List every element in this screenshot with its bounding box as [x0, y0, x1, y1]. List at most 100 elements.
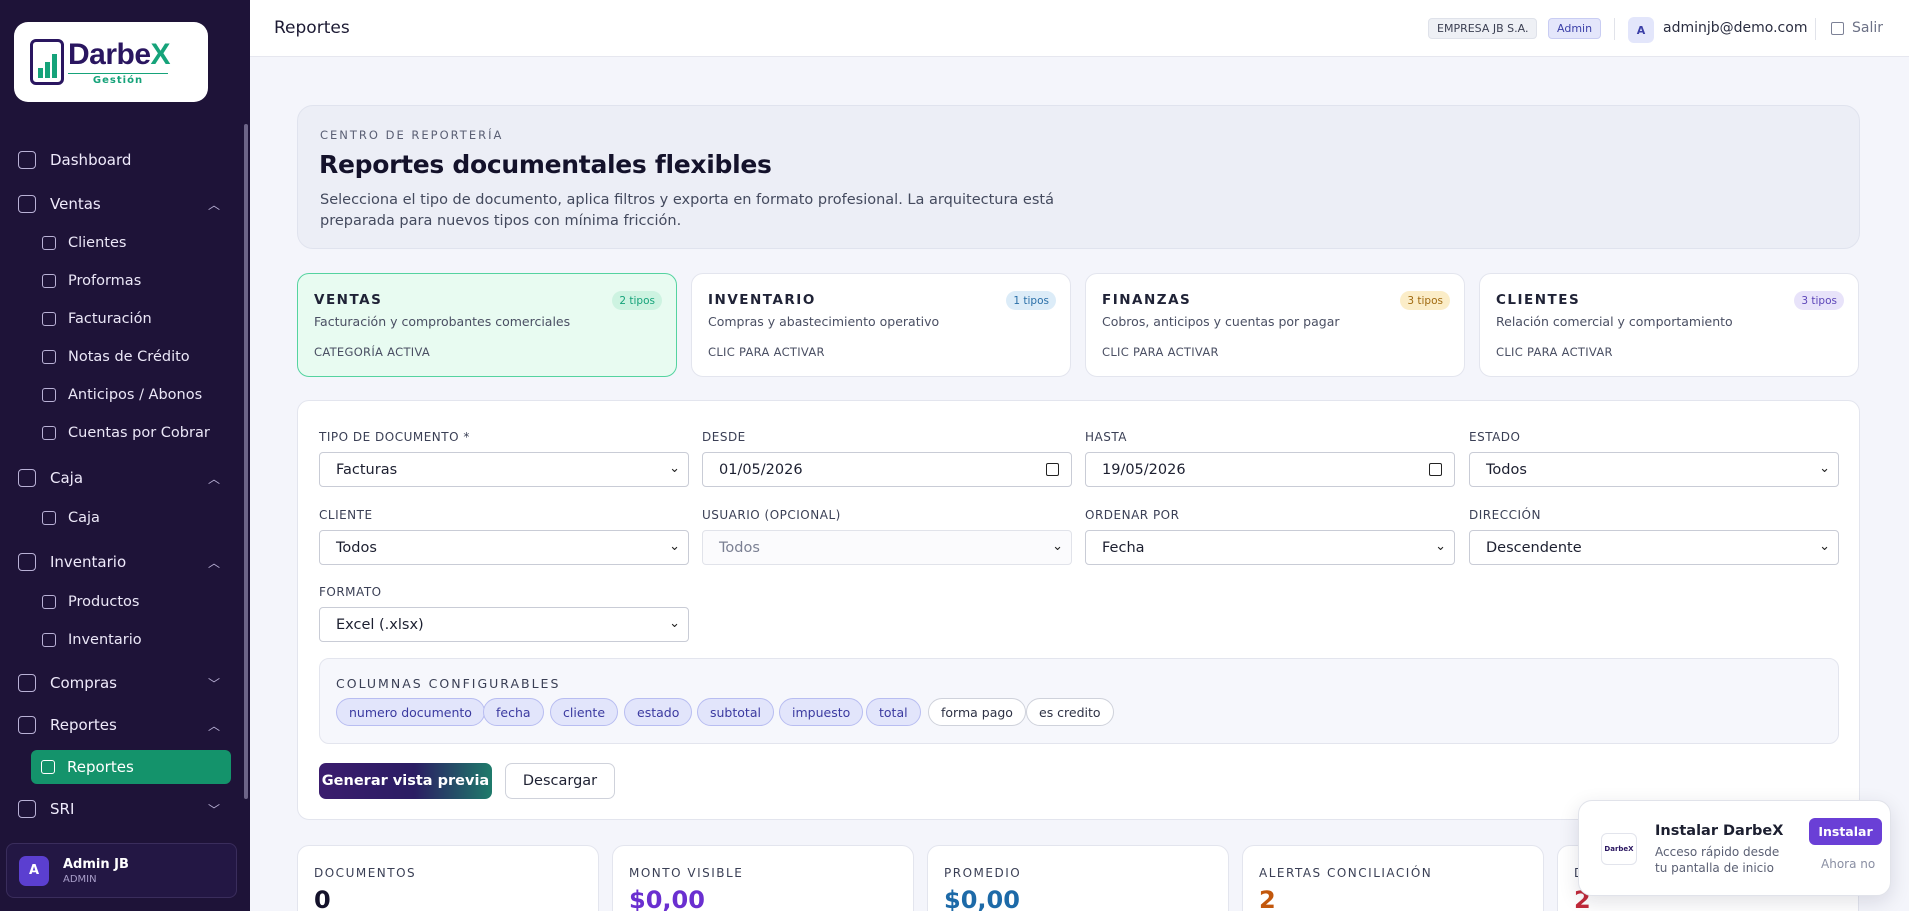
usuario-select[interactable]: Todos ⌄ — [702, 530, 1072, 565]
avatar: A — [19, 855, 49, 886]
install-prompt: DarbeX Instalar DarbeX Acceso rápido des… — [1578, 800, 1891, 896]
invoice-icon — [42, 312, 56, 326]
hasta-date-input[interactable]: 19/05/2026 — [1085, 452, 1455, 487]
chevron-down-icon: ⌄ — [669, 616, 680, 631]
tag-icon — [42, 595, 56, 609]
label-desde: DESDE — [702, 430, 746, 444]
sidebar-group-ventas[interactable]: Ventas ︿ — [18, 192, 220, 216]
label-estado: ESTADO — [1469, 430, 1521, 444]
sidebar: DarbeX Gestión Dashboard Ventas ︿ Cliente… — [0, 0, 250, 911]
sidebar-scrollbar[interactable] — [244, 124, 248, 799]
sidebar-item-productos[interactable]: Productos — [42, 591, 139, 613]
install-description: Acceso rápido desde tu pantalla de inici… — [1655, 845, 1780, 875]
label-direccion: DIRECCIÓN — [1469, 508, 1541, 522]
dollar-circle-icon — [42, 388, 56, 402]
sidebar-item-anticipos[interactable]: Anticipos / Abonos — [42, 384, 202, 406]
users-icon — [42, 236, 56, 250]
sidebar-user-card[interactable]: A Admin JB ADMIN — [6, 843, 237, 898]
category-badge: 3 tipos — [1400, 291, 1450, 310]
column-chip-fecha[interactable]: fecha — [483, 698, 544, 726]
filters-panel: TIPO DE DOCUMENTO * Facturas ⌄ DESDE 01/0… — [297, 400, 1860, 820]
sidebar-group-reportes[interactable]: Reportes ︿ — [18, 713, 220, 737]
formato-select[interactable]: Excel (.xlsx) ⌄ — [319, 607, 689, 642]
stat-card-promedio: PROMEDIO $0,00 — [927, 845, 1229, 911]
sidebar-group-inventario[interactable]: Inventario ︿ — [18, 550, 220, 574]
ordenar-select[interactable]: Fecha ⌄ — [1085, 530, 1455, 565]
columns-title: COLUMNAS CONFIGURABLES — [336, 676, 561, 691]
sidebar-item-dashboard[interactable]: Dashboard — [18, 148, 131, 172]
cart-icon — [18, 674, 36, 692]
brand-logo[interactable]: DarbeX Gestión — [14, 22, 208, 102]
category-card-clientes[interactable]: CLIENTES 3 tipos Relación comercial y co… — [1479, 273, 1859, 377]
dismiss-install-button[interactable]: Ahora no — [1821, 857, 1876, 871]
chevron-down-icon: ⌄ — [1052, 539, 1063, 554]
chevron-down-icon: ⌄ — [669, 461, 680, 476]
column-chip-impuesto[interactable]: impuesto — [779, 698, 864, 726]
category-badge: 2 tipos — [612, 291, 662, 310]
estado-select[interactable]: Todos ⌄ — [1469, 452, 1839, 487]
column-chip-numero-documento[interactable]: numero documento — [336, 698, 485, 726]
column-chip-cliente[interactable]: cliente — [550, 698, 619, 726]
document-icon — [42, 274, 56, 288]
install-title: Instalar DarbeX — [1655, 823, 1784, 839]
chevron-up-icon: ︿ — [208, 197, 221, 212]
preview-button[interactable]: Generar vista previa — [319, 763, 492, 799]
column-chip-es-credito[interactable]: es credito — [1026, 698, 1114, 726]
app-logo-icon: DarbeX — [1601, 833, 1637, 865]
header-divider — [1614, 18, 1615, 40]
desde-date-input[interactable]: 01/05/2026 — [702, 452, 1072, 487]
sidebar-group-sri[interactable]: SRI ﹀ — [18, 797, 220, 821]
sidebar-item-notas-credito[interactable]: Notas de Crédito — [42, 346, 190, 368]
logout-icon — [1831, 21, 1844, 35]
brand-name: DarbeX — [68, 37, 171, 71]
hero-eyebrow: CENTRO DE REPORTERÍA — [320, 128, 504, 142]
category-card-inventario[interactable]: INVENTARIO 1 tipos Compras y abastecimie… — [691, 273, 1071, 377]
stat-card-documentos: DOCUMENTOS 0 — [297, 845, 599, 911]
download-button[interactable]: Descargar — [505, 763, 615, 799]
sidebar-item-caja[interactable]: Caja — [42, 507, 100, 529]
column-chip-subtotal[interactable]: subtotal — [697, 698, 774, 726]
logo-chart-icon — [30, 39, 64, 85]
category-card-ventas[interactable]: VENTAS 2 tipos Facturación y comprobante… — [297, 273, 677, 377]
chevron-down-icon: ⌄ — [1435, 539, 1446, 554]
column-chip-total[interactable]: total — [866, 698, 921, 726]
sidebar-group-caja[interactable]: Caja ︿ — [18, 466, 220, 490]
sidebar-item-inventario[interactable]: Inventario — [42, 629, 142, 651]
sidebar-item-cuentas-cobrar[interactable]: Cuentas por Cobrar — [42, 422, 210, 444]
header-avatar: A — [1628, 17, 1654, 43]
sidebar-item-facturacion[interactable]: Facturación — [42, 308, 152, 330]
label-hasta: HASTA — [1085, 430, 1127, 444]
direccion-select[interactable]: Descendente ⌄ — [1469, 530, 1839, 565]
receipt-icon — [42, 426, 56, 440]
brand-tagline: Gestión — [68, 72, 168, 86]
shopping-bag-icon — [18, 195, 36, 213]
chevron-down-icon: ﹀ — [208, 802, 221, 817]
sidebar-item-clientes[interactable]: Clientes — [42, 232, 126, 254]
user-role: ADMIN — [63, 873, 97, 885]
category-card-finanzas[interactable]: FINANZAS 3 tipos Cobros, anticipos y cue… — [1085, 273, 1465, 377]
label-ordenar: ORDENAR POR — [1085, 508, 1180, 522]
column-chip-estado[interactable]: estado — [624, 698, 693, 726]
tipo-documento-select[interactable]: Facturas ⌄ — [319, 452, 689, 487]
sidebar-item-reportes-active[interactable]: Reportes — [31, 750, 231, 784]
cash-register-icon — [18, 469, 36, 487]
calendar-icon[interactable] — [1429, 463, 1442, 476]
top-header: Reportes EMPRESA JB S.A. Admin A adminjb… — [250, 0, 1909, 57]
label-formato: FORMATO — [319, 585, 382, 599]
install-button[interactable]: Instalar — [1809, 818, 1882, 845]
company-badge: EMPRESA JB S.A. — [1428, 18, 1538, 39]
page-title: Reportes — [274, 18, 350, 38]
chevron-down-icon: ⌄ — [1819, 539, 1830, 554]
logout-button[interactable]: Salir — [1831, 20, 1883, 36]
hero-banner: CENTRO DE REPORTERÍA Reportes documental… — [297, 105, 1860, 249]
label-cliente: CLIENTE — [319, 508, 373, 522]
sidebar-item-proformas[interactable]: Proformas — [42, 270, 141, 292]
user-email: adminjb@demo.com — [1663, 20, 1808, 36]
chevron-up-icon: ︿ — [208, 555, 221, 570]
cliente-select[interactable]: Todos ⌄ — [319, 530, 689, 565]
sidebar-group-compras[interactable]: Compras ﹀ — [18, 671, 220, 695]
building-icon — [18, 800, 36, 818]
chevron-up-icon: ︿ — [208, 718, 221, 733]
calendar-icon[interactable] — [1046, 463, 1059, 476]
column-chip-forma-pago[interactable]: forma pago — [928, 698, 1026, 726]
